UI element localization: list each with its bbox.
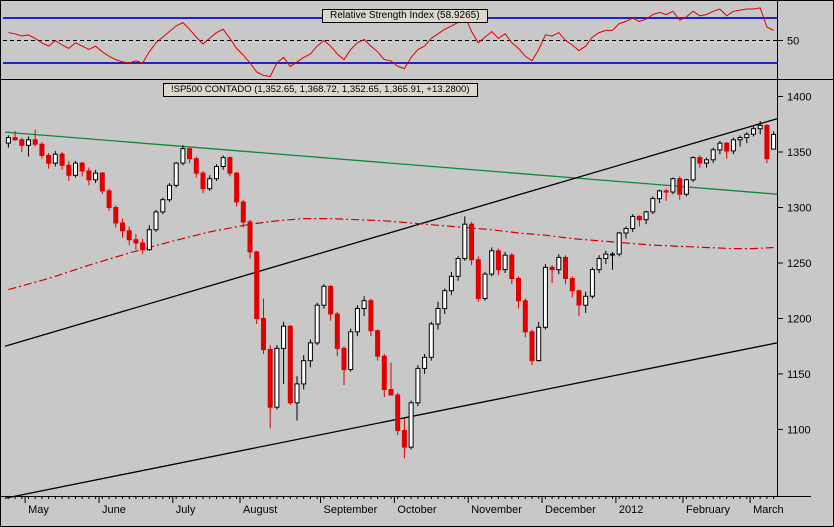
trendline-black-ascending-lower[interactable] [4, 342, 778, 499]
svg-text:1250: 1250 [787, 258, 811, 270]
svg-text:December: December [545, 504, 596, 516]
svg-text:1300: 1300 [787, 203, 811, 215]
rsi-title-box[interactable]: Relative Strength Index (58.9265) [322, 9, 488, 23]
trendline-black-ascending-upper[interactable] [4, 118, 778, 347]
rsi-mid-label: 50 [777, 36, 799, 48]
svg-text:1350: 1350 [787, 147, 811, 159]
svg-text:2012: 2012 [619, 504, 643, 516]
svg-text:May: May [28, 504, 49, 516]
x-axis: May June July August September October Novembe… [1, 496, 811, 516]
svg-text:November: November [471, 504, 522, 516]
rsi-title-text: Relative Strength Index (58.9265) [330, 10, 480, 21]
moving-average-line[interactable] [8, 218, 774, 291]
svg-text:1400: 1400 [787, 92, 811, 104]
price-title-text: !SP500 CONTADO (1,352.65, 1,368.72, 1,35… [171, 84, 470, 95]
svg-text:February: February [686, 504, 731, 516]
trendline-green-descending[interactable] [4, 131, 778, 195]
svg-text:June: June [102, 504, 126, 516]
candlestick-series[interactable] [5, 121, 777, 459]
rsi-line[interactable] [8, 7, 774, 78]
svg-text:July: July [176, 504, 196, 516]
svg-text:August: August [243, 504, 277, 516]
svg-text:1100: 1100 [787, 424, 811, 436]
svg-text:September: September [324, 504, 378, 516]
svg-text:1200: 1200 [787, 314, 811, 326]
svg-text:March: March [753, 504, 784, 516]
rsi-level-lines [3, 17, 777, 64]
price-y-axis: 1400 1350 1300 1250 1200 1150 1100 [777, 1, 811, 496]
svg-text:50: 50 [787, 36, 799, 48]
price-title-box[interactable]: !SP500 CONTADO (1,352.65, 1,368.72, 1,35… [163, 83, 478, 97]
svg-text:1150: 1150 [787, 369, 811, 381]
svg-text:October: October [397, 504, 436, 516]
